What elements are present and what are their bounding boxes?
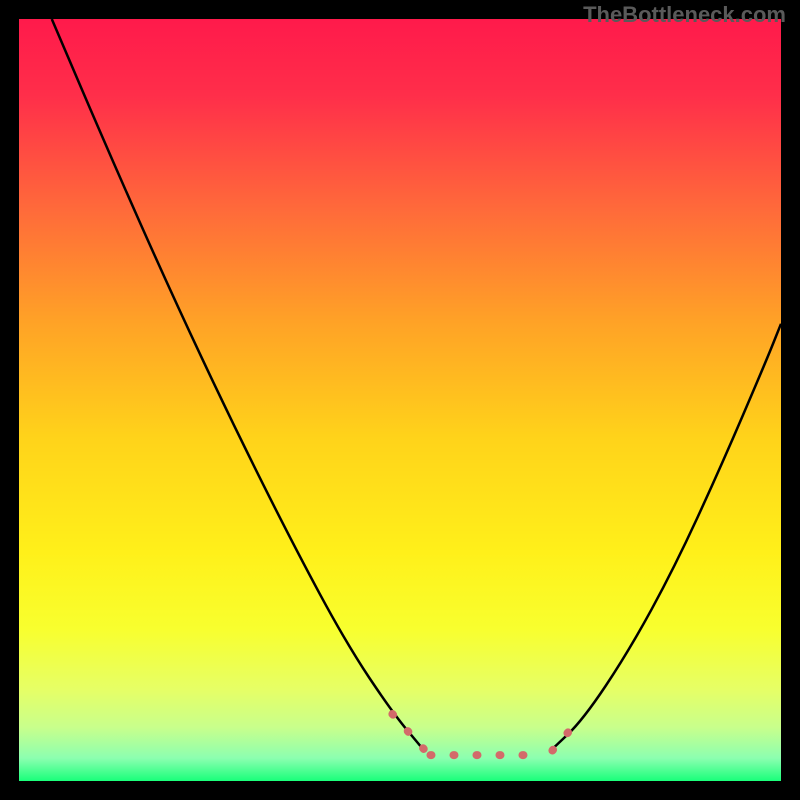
curve-layer (19, 19, 781, 781)
plot-area (19, 19, 781, 781)
curve-right-branch (552, 324, 781, 749)
watermark-text: TheBottleneck.com (583, 2, 786, 28)
curve-left-branch (52, 19, 423, 749)
chart-frame: TheBottleneck.com (0, 0, 800, 800)
